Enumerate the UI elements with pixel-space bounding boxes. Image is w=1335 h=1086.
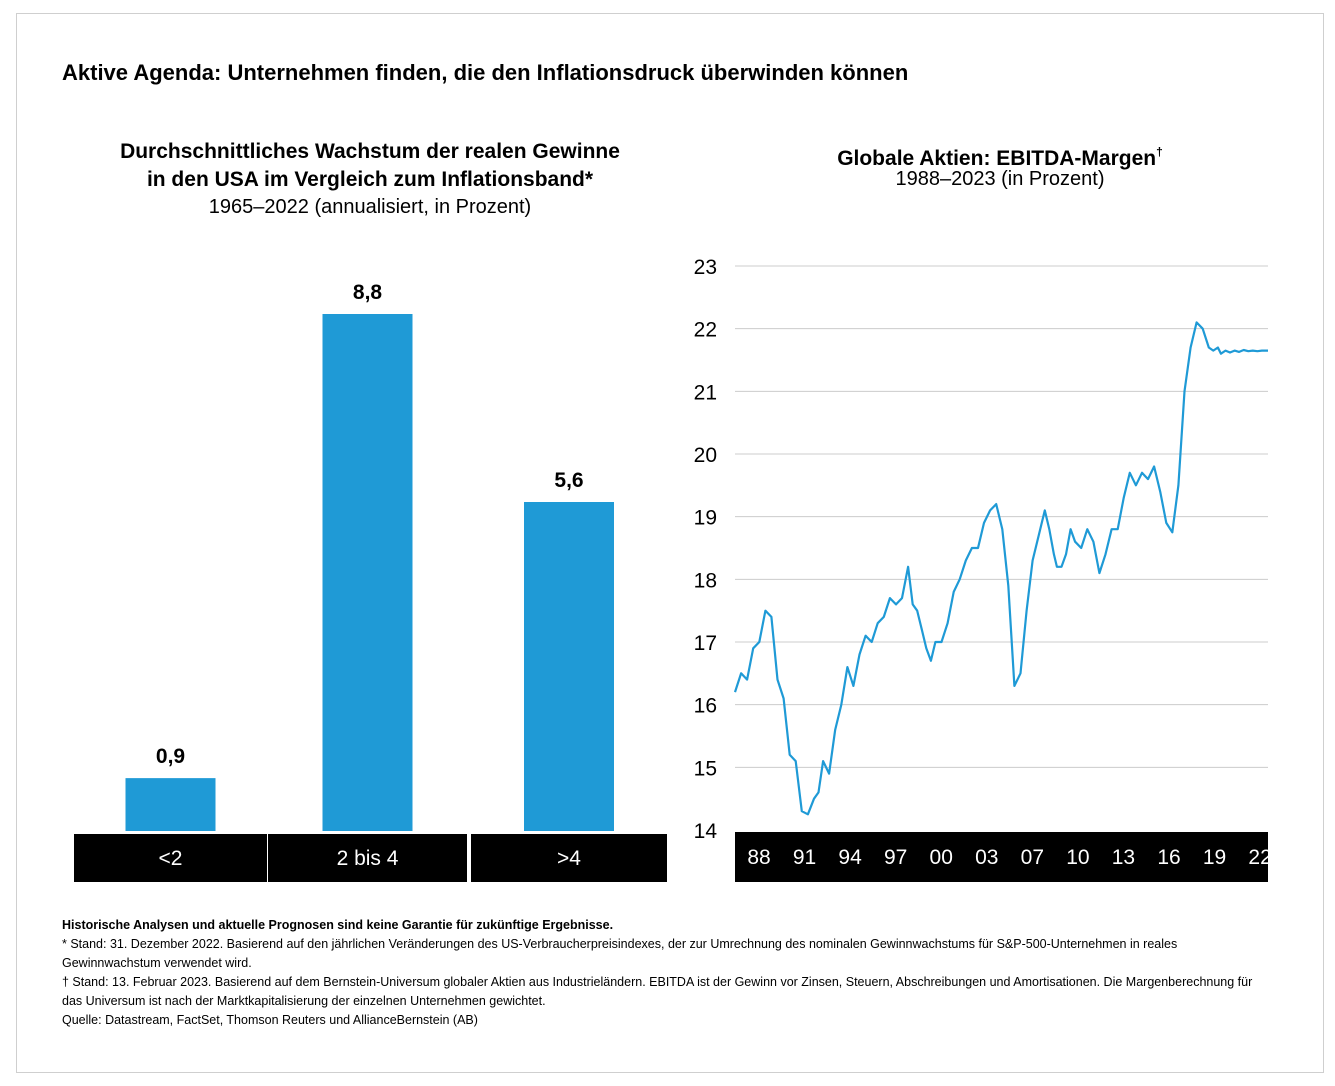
category-band-0 <box>74 834 267 882</box>
category-label-0: <2 <box>159 847 183 870</box>
x-tick-label-4: 00 <box>930 846 953 869</box>
footnotes: Historische Analysen und aktuelle Progno… <box>62 916 1262 1030</box>
category-label-1: 2 bis 4 <box>337 847 399 870</box>
x-tick-label-3: 97 <box>884 846 907 869</box>
y-tick-label-3: 17 <box>694 632 717 655</box>
y-tick-label-0: 14 <box>694 820 718 843</box>
bar-1 <box>322 314 413 831</box>
category-band-2 <box>471 834 667 882</box>
bar-0 <box>125 778 216 831</box>
bar-chart-subtitle: 1965–2022 (annualisiert, in Prozent) <box>208 196 532 218</box>
bar-2 <box>524 502 614 831</box>
y-tick-label-1: 15 <box>694 757 717 780</box>
line-chart-subtitle: 1988–2023 (in Prozent) <box>895 168 1105 190</box>
source-text: Quelle: Datastream, FactSet, Thomson Reu… <box>62 1013 478 1027</box>
footnote-dagger: † Stand: 13. Februar 2023. Basierend auf… <box>62 975 1253 1008</box>
bar-chart-title: Durchschnittliches Wachstum der realen G… <box>70 138 670 194</box>
x-tick-label-2: 94 <box>838 846 862 869</box>
y-tick-label-8: 22 <box>694 319 717 342</box>
category-label-2: >4 <box>557 847 581 870</box>
chart-frame <box>16 13 1324 1073</box>
y-tick-label-6: 20 <box>694 444 717 467</box>
y-tick-label-4: 18 <box>694 569 717 592</box>
x-tick-label-11: 22 <box>1248 846 1271 869</box>
bar-value-label-2: 5,6 <box>554 469 583 492</box>
y-tick-label-5: 19 <box>694 507 717 530</box>
y-tick-label-7: 21 <box>694 381 717 404</box>
x-axis-band <box>735 832 1268 882</box>
line-chart-title-text: Globale Aktien: EBITDA-Margen <box>837 147 1157 170</box>
bar-chart-title-line1: Durchschnittliches Wachstum der realen G… <box>120 140 620 163</box>
x-tick-label-8: 13 <box>1112 846 1135 869</box>
category-band-1 <box>268 834 467 882</box>
dagger-mark: † <box>1156 145 1163 159</box>
line-chart-title: Globale Aktien: EBITDA-Margen† <box>720 138 1280 173</box>
page-title: Aktive Agenda: Unternehmen finden, die d… <box>62 60 909 85</box>
x-tick-label-0: 88 <box>747 846 770 869</box>
x-tick-label-9: 16 <box>1157 846 1180 869</box>
ebitda-margin-line <box>733 321 1268 816</box>
bar-value-label-1: 8,8 <box>353 281 383 304</box>
bar-value-label-0: 0,9 <box>156 745 185 768</box>
disclaimer-text: Historische Analysen und aktuelle Progno… <box>62 918 614 932</box>
x-tick-label-6: 07 <box>1021 846 1044 869</box>
x-tick-label-5: 03 <box>975 846 998 869</box>
bar-chart-title-line2: in den USA im Vergleich zum Inflationsba… <box>146 168 594 191</box>
x-tick-label-7: 10 <box>1066 846 1089 869</box>
y-tick-label-2: 16 <box>694 695 717 718</box>
x-tick-label-10: 19 <box>1203 846 1226 869</box>
x-tick-label-1: 91 <box>793 846 816 869</box>
y-tick-label-9: 23 <box>694 256 717 279</box>
footnote-star: * Stand: 31. Dezember 2022. Basierend au… <box>62 937 1178 970</box>
